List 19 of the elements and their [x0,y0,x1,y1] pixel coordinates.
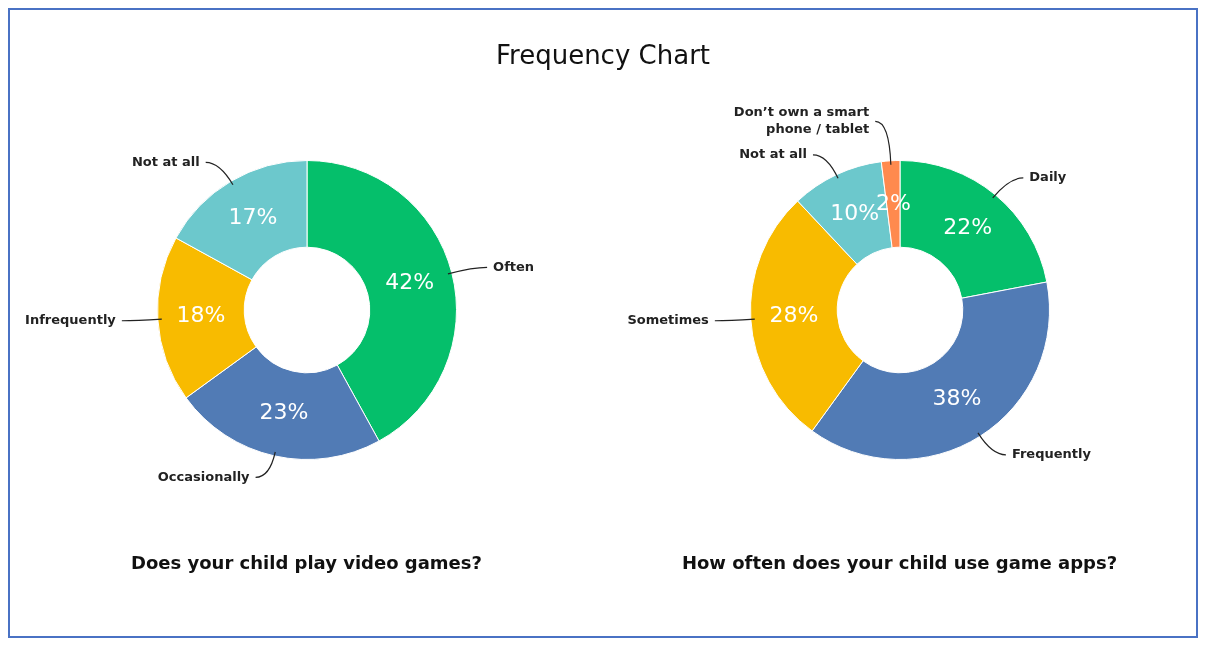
data-label: 17% [228,204,277,230]
text: How often does your child use game apps? [681,552,1118,573]
data-label: 38% [931,385,981,411]
slice-label: Sometimes [626,312,709,328]
slice-label: Occasionally [157,468,250,484]
data-label: 23% [258,399,308,425]
text: Does your child play video games? [131,552,482,573]
data-label: 18% [176,302,226,328]
text: Frequency Chart [495,40,711,70]
slice-label: Infrequently [24,312,116,328]
slice-label: Daily [1028,169,1067,185]
data-label: 42% [384,269,434,295]
slice-label: Often [492,258,534,274]
data-label: 28% [769,302,819,328]
data-label: 22% [942,213,992,239]
slice-label: Not at all [738,146,807,162]
slice-label: Don’t own a smart phone / tablet [733,104,869,137]
slice-label: Frequently [1011,446,1091,462]
slice-label: Not at all [131,153,200,169]
